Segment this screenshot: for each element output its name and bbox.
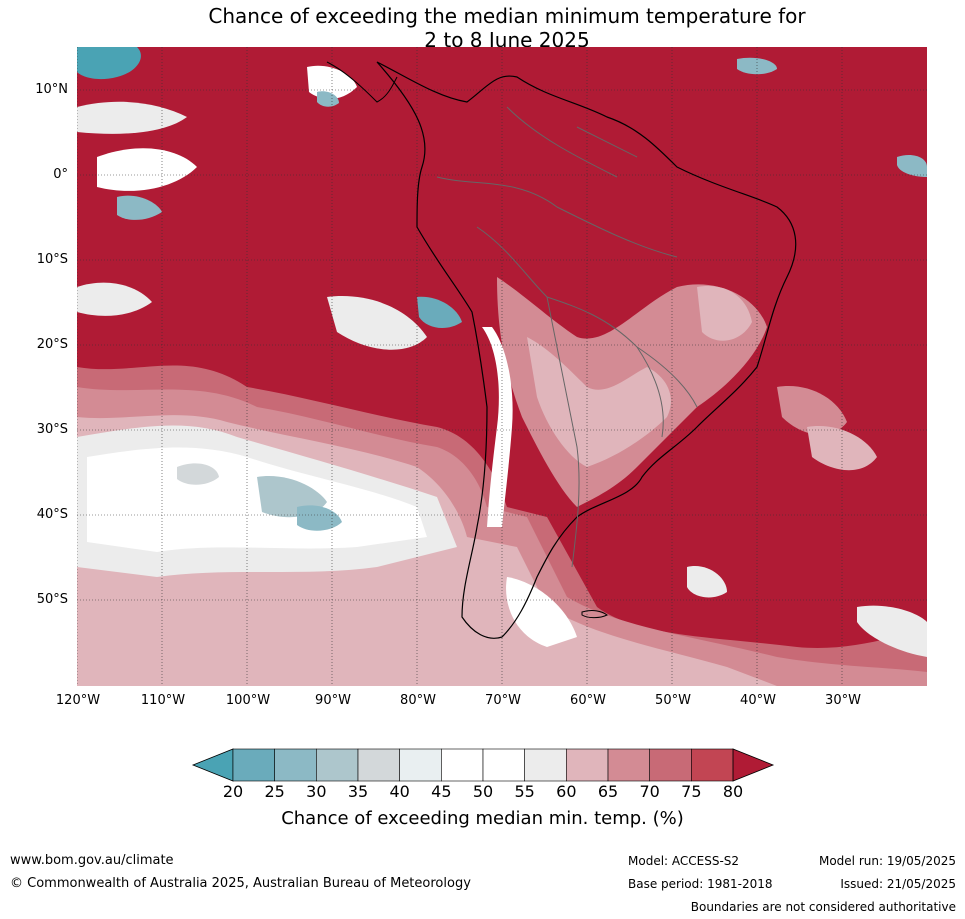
model-run-date: Model run: 19/05/2025	[818, 854, 956, 868]
colorbar-tick-label: 25	[264, 782, 285, 801]
lat-label-20s: 20°S	[36, 337, 68, 352]
colorbar-cell	[357, 748, 400, 782]
lat-label-50s: 50°S	[36, 592, 68, 607]
colorbar-tick-label: 30	[306, 782, 327, 801]
colorbar-tick-label: 80	[722, 782, 744, 801]
colorbar	[191, 748, 775, 782]
website-link[interactable]: www.bom.gov.au/climate	[10, 853, 174, 868]
colorbar-tick-label: 50	[472, 782, 494, 801]
south-america-coastline	[376, 61, 797, 639]
lon-label-100w: 100°W	[225, 693, 271, 708]
colorbar-extend-low	[191, 748, 234, 782]
lon-label-50w: 50°W	[655, 693, 691, 708]
colorbar-cell	[232, 748, 275, 782]
chart-title: Chance of exceeding the median minimum t…	[0, 4, 965, 52]
issued-date: Issued: 21/05/2025	[840, 877, 956, 891]
colorbar-tick-label: 75	[681, 782, 702, 801]
title-line-1: Chance of exceeding the median minimum t…	[208, 4, 806, 28]
colorbar-tick-label: 45	[431, 782, 452, 801]
colorbar-label: Chance of exceeding median min. temp. (%…	[281, 808, 684, 829]
colorbar-tick-label: 55	[514, 782, 535, 801]
colorbar-cell	[441, 748, 484, 782]
colorbar-cells	[191, 748, 775, 782]
lon-label-90w: 90°W	[315, 693, 351, 708]
graticule	[77, 47, 927, 686]
boundary-disclaimer: Boundaries are not considered authoritat…	[690, 900, 956, 914]
lon-label-60w: 60°W	[570, 693, 606, 708]
colorbar-tick-label: 70	[639, 782, 660, 801]
falkland-islands	[581, 610, 608, 619]
lat-label-10s: 10°S	[36, 252, 68, 267]
colorbar-tick-label: 20	[222, 782, 244, 801]
colorbar-tick-label: 65	[597, 782, 619, 801]
colorbar-cell	[649, 748, 692, 782]
colorbar-tick-label: 60	[556, 782, 577, 801]
base-period: Base period: 1981-2018	[628, 877, 773, 891]
andes-low-probability	[482, 327, 513, 527]
central-america-coastline	[326, 61, 398, 103]
lon-label-70w: 70°W	[485, 693, 521, 708]
country-borders	[436, 106, 698, 568]
colorbar-cell	[566, 748, 609, 782]
lat-label-40s: 40°S	[36, 507, 68, 522]
colorbar-cell	[399, 748, 442, 782]
colorbar-extend-high	[732, 748, 775, 782]
colorbar-cell	[607, 748, 651, 782]
probability-map	[77, 47, 927, 686]
lon-label-80w: 80°W	[400, 693, 436, 708]
lat-label-0: 0°	[53, 167, 68, 182]
lon-label-110w: 110°W	[140, 693, 186, 708]
lon-label-30w: 30°W	[825, 693, 861, 708]
colorbar-cell	[691, 748, 734, 782]
model-name: Model: ACCESS-S2	[628, 854, 740, 868]
copyright-text: © Commonwealth of Australia 2025, Austra…	[10, 876, 471, 891]
continental-mid-probability	[497, 277, 877, 507]
lat-label-30s: 30°S	[36, 422, 68, 437]
pacific-low-patches	[77, 47, 927, 350]
lat-label-10n: 10°N	[35, 82, 68, 97]
colorbar-cell	[274, 748, 317, 782]
lon-label-40w: 40°W	[740, 693, 776, 708]
colorbar-cell	[316, 748, 359, 782]
colorbar-cell	[482, 748, 525, 782]
colorbar-cell	[524, 748, 567, 782]
colorbar-tick-label: 35	[347, 782, 369, 801]
colorbar-tick-label: 40	[389, 782, 410, 801]
map-canvas	[77, 47, 927, 686]
lon-label-120w: 120°W	[55, 693, 101, 708]
